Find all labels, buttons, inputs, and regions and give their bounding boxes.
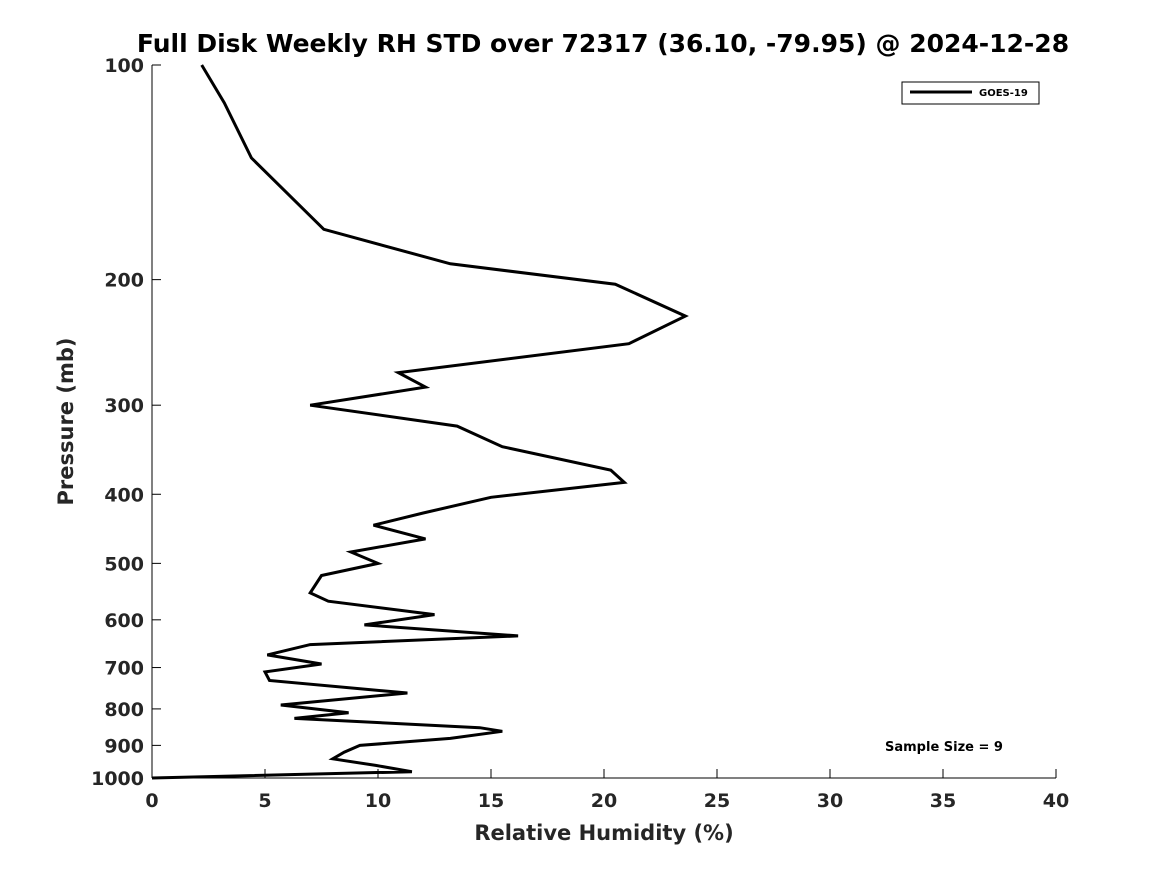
x-tick-label: 40 xyxy=(1043,790,1069,812)
x-tick-label: 35 xyxy=(930,790,956,812)
legend: GOES-19 xyxy=(901,81,1040,105)
y-tick-label: 200 xyxy=(104,270,144,292)
x-tick-label: 15 xyxy=(478,790,504,812)
y-tick-label: 500 xyxy=(104,553,144,575)
y-tick-label: 400 xyxy=(104,484,144,506)
y-tick-label: 300 xyxy=(104,395,144,417)
x-tick-label: 0 xyxy=(145,790,158,812)
y-tick-label: 700 xyxy=(104,658,144,680)
y-tick-label: 100 xyxy=(104,55,144,77)
chart-title: Full Disk Weekly RH STD over 72317 (36.1… xyxy=(137,29,1069,58)
y-tick-label: 1000 xyxy=(91,768,144,790)
x-tick-label: 20 xyxy=(591,790,617,812)
x-tick-label: 25 xyxy=(704,790,730,812)
x-axis-label: Relative Humidity (%) xyxy=(474,821,733,845)
tick-labels: 0 5 10 15 20 25 30 35 40 100 200 300 400 500 600 700 800… xyxy=(91,55,1069,812)
legend-label: GOES-19 xyxy=(979,88,1028,99)
tick-marks xyxy=(151,64,1057,779)
x-tick-label: 10 xyxy=(365,790,391,812)
series-line-0 xyxy=(151,64,689,780)
sample-size-annotation: Sample Size = 9 xyxy=(885,740,1003,755)
y-axis-label: Pressure (mb) xyxy=(54,338,78,506)
x-tick-label: 5 xyxy=(258,790,271,812)
y-tick-label: 900 xyxy=(104,735,144,757)
x-tick-label: 30 xyxy=(817,790,843,812)
series-layer xyxy=(151,64,689,780)
y-tick-label: 800 xyxy=(104,699,144,721)
y-tick-label: 600 xyxy=(104,610,144,632)
